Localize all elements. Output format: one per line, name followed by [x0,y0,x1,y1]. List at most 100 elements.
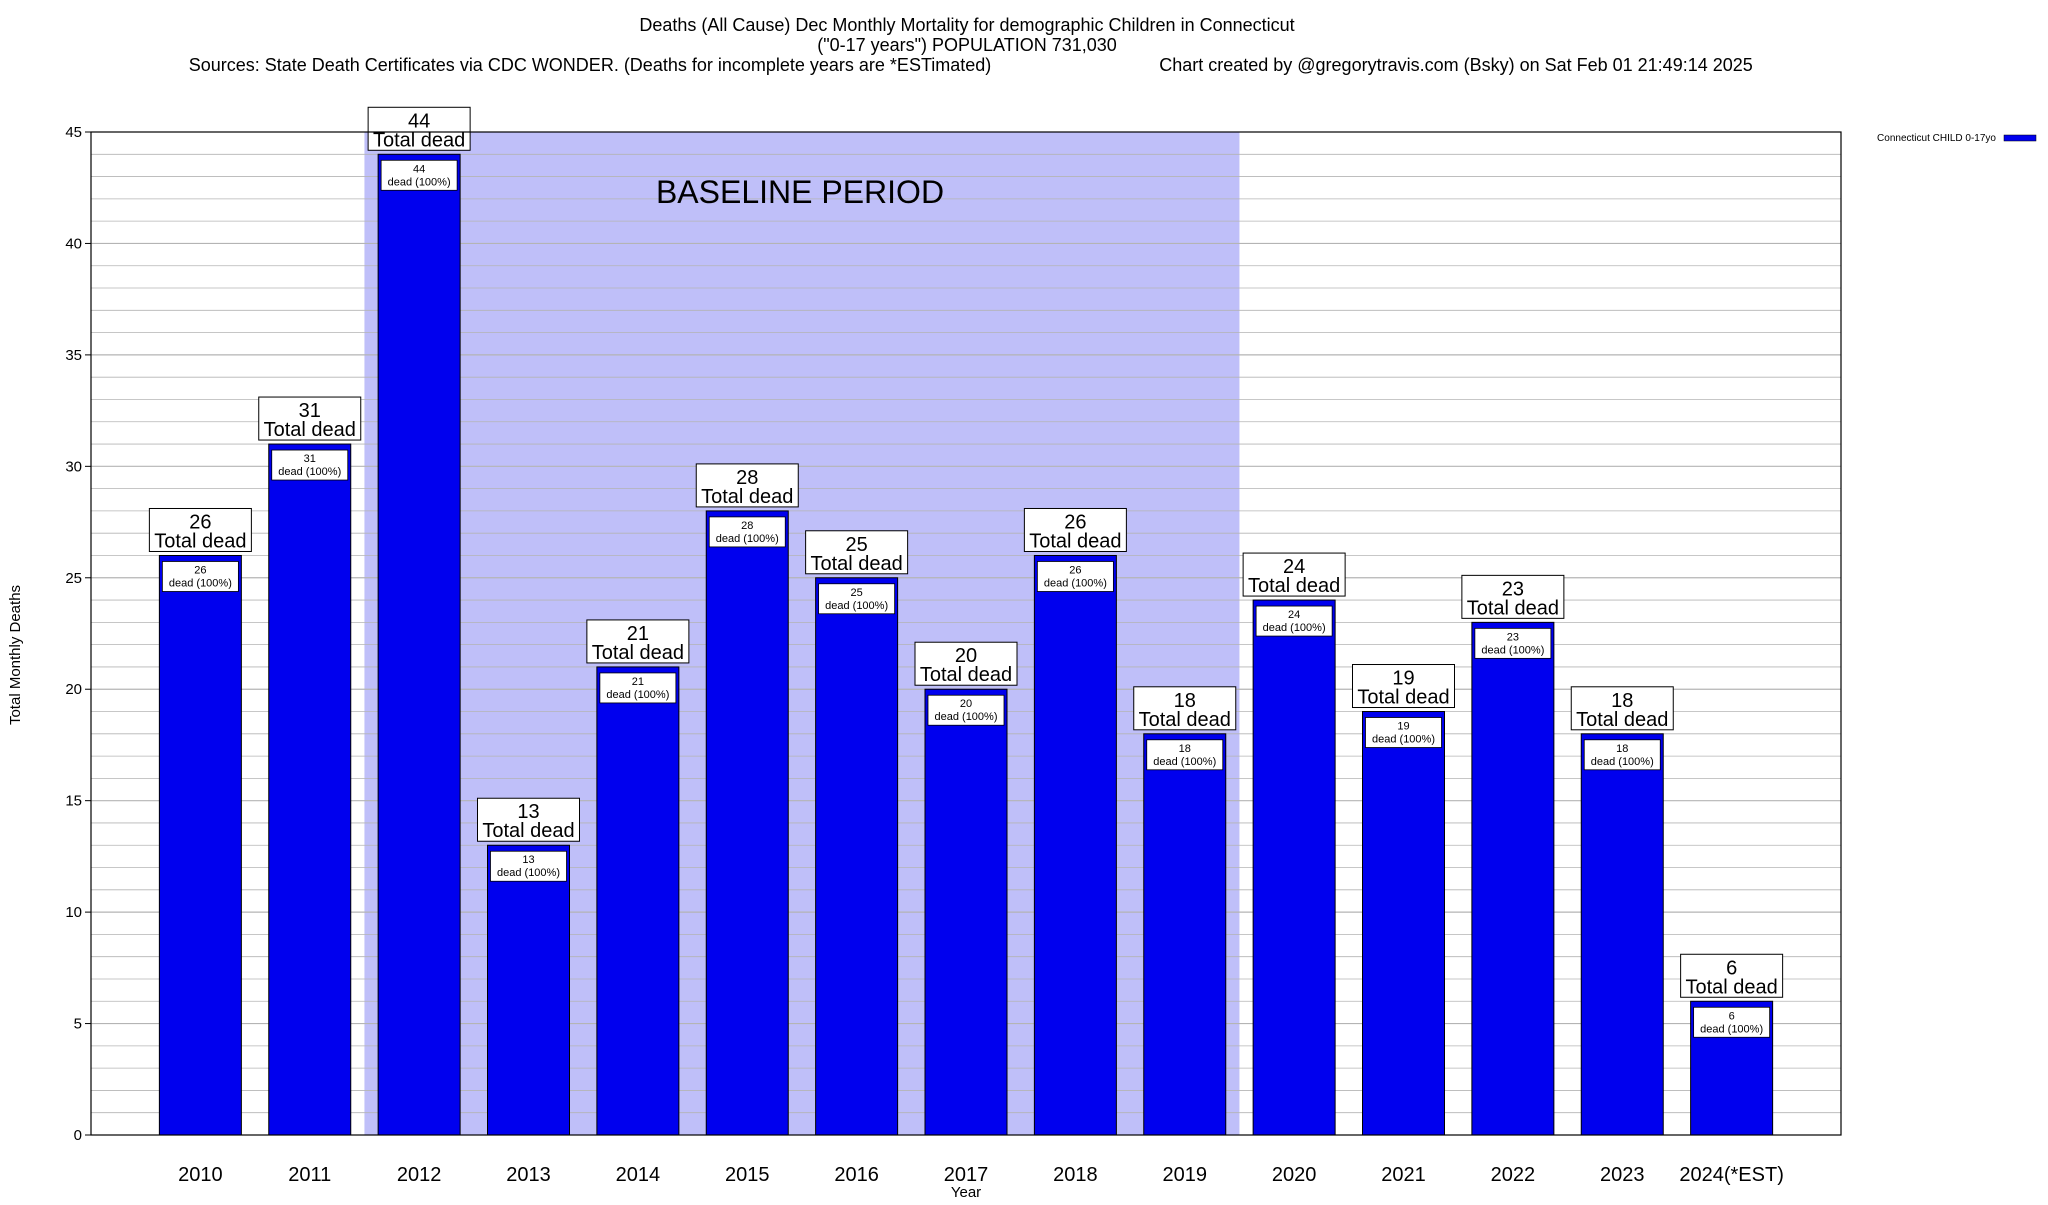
bar-total-label-box [695,463,799,508]
bar-total-label-box [1133,686,1237,731]
bar-inner-label-box [818,583,896,615]
chart-title-line1: Deaths (All Cause) Dec Monthly Mortality… [639,15,1294,35]
bar-total-label-box [477,797,580,842]
bar-inner-value-label: 26 [1069,564,1081,576]
bar-total-value-label: 18 [1174,690,1196,712]
y-tick-label: 35 [65,347,82,364]
y-tick-label: 40 [65,235,82,252]
x-tick-label: 2011 [288,1164,331,1186]
x-tick-label: 2022 [1491,1164,1536,1186]
bar [815,577,899,1136]
bar-inner-percent-label: dead (100%) [1263,622,1326,634]
bar [268,443,352,1136]
bar-inner-value-label: 6 [1729,1010,1735,1022]
y-tick-label: 5 [74,1016,82,1033]
x-tick-label: 2023 [1600,1164,1645,1186]
x-tick-label: 2014 [616,1164,661,1186]
bar-inner-percent-label: dead (100%) [1372,734,1435,746]
bar [705,510,789,1136]
bar-total-label-box [914,641,1018,686]
bar-inner-percent-label: dead (100%) [606,689,669,701]
x-tick-label: 2020 [1272,1164,1317,1186]
bar-inner-percent-label: dead (100%) [1153,756,1216,768]
bar-inner-percent-label: dead (100%) [1044,577,1107,589]
bar-inner-percent-label: dead (100%) [278,466,341,478]
bar-total-value-label: 23 [1502,578,1524,600]
bar-total-label-box [1023,507,1127,552]
bar-inner-percent-label: dead (100%) [825,600,888,612]
bar-total-label-box [1242,552,1346,597]
bar-total-text-label: Total dead [264,419,356,441]
bar-total-text-label: Total dead [1357,687,1449,709]
bar-inner-label-box [1036,561,1114,592]
bar-inner-label-box [490,850,567,882]
bar-inner-value-label: 28 [741,520,753,532]
bar [1143,733,1227,1136]
bar-total-text-label: Total dead [592,642,684,664]
bar-total-label-box [258,396,362,441]
y-tick-label: 30 [65,458,82,475]
bar-inner-value-label: 19 [1397,721,1409,733]
baseline-period-label: BASELINE PERIOD [656,174,944,210]
chart-title-line2: ("0-17 years") POPULATION 731,030 [817,35,1117,55]
bar-inner-label-box [1365,717,1442,748]
bar-total-label-box [148,507,252,552]
x-tick-label: 2013 [506,1164,551,1186]
bar-total-text-label: Total dead [701,486,793,508]
plot-frame [90,131,1842,1136]
bar-total-value-label: 21 [627,623,649,645]
x-tick-label: 2016 [834,1164,879,1186]
bar-total-text-label: Total dead [154,530,246,552]
bar-inner-label-box [380,159,458,191]
bar-total-text-label: Total dead [1685,976,1777,998]
bar-inner-label-box [708,516,786,548]
bar-inner-label-box [271,449,349,481]
bar-total-value-label: 13 [517,801,539,823]
y-axis-title: Total Monthly Deaths [7,585,24,725]
bar-total-value-label: 19 [1392,668,1414,690]
bar-total-value-label: 28 [736,467,758,489]
bar-inner-percent-label: dead (100%) [388,176,451,188]
bar-total-text-label: Total dead [1139,709,1231,731]
bar-inner-percent-label: dead (100%) [1591,756,1654,768]
y-tick-label: 0 [74,1127,82,1144]
bar-inner-percent-label: dead (100%) [169,577,232,589]
bar [1033,554,1117,1136]
bar-inner-value-label: 13 [522,854,534,866]
bar-inner-label-box [1255,605,1333,637]
bar [1362,711,1445,1136]
bar-inner-value-label: 20 [960,698,972,710]
bar-total-text-label: Total dead [1248,575,1340,597]
y-tick-label: 20 [65,681,82,698]
bar-total-label-box [1570,686,1674,731]
bar-inner-value-label: 25 [851,587,863,599]
bar-inner-value-label: 26 [194,564,206,576]
bar [1471,621,1555,1136]
bar-inner-value-label: 31 [304,453,316,465]
bar-total-value-label: 20 [955,645,977,667]
bar-inner-value-label: 23 [1507,631,1519,643]
bar-total-value-label: 25 [846,534,868,556]
x-tick-label: 2017 [944,1164,989,1186]
bar-inner-percent-label: dead (100%) [716,533,779,545]
bar-inner-label-box [1146,739,1224,771]
bar [1252,599,1336,1136]
legend: Connecticut CHILD 0-17yo [1877,133,2037,144]
bar-total-label-box [805,530,909,575]
chart-sources: Sources: State Death Certificates via CD… [189,55,992,75]
y-tick-label: 25 [65,570,82,587]
bar-total-text-label: Total dead [810,553,902,575]
bar-total-value-label: 24 [1283,556,1305,578]
bar-total-label-box [1461,574,1565,619]
bar-inner-label-box [1583,739,1661,771]
bar-total-value-label: 18 [1611,690,1633,712]
bar-total-value-label: 31 [299,400,321,422]
bar-total-value-label: 44 [408,110,430,132]
bar-total-label-box [1352,664,1455,709]
bar-total-value-label: 6 [1726,957,1737,979]
bar-total-label-box [586,619,690,664]
axes-layer: 2010 2011 2012 2013 2014 2015 2016 2017 2018 2019… [65,124,1842,1186]
